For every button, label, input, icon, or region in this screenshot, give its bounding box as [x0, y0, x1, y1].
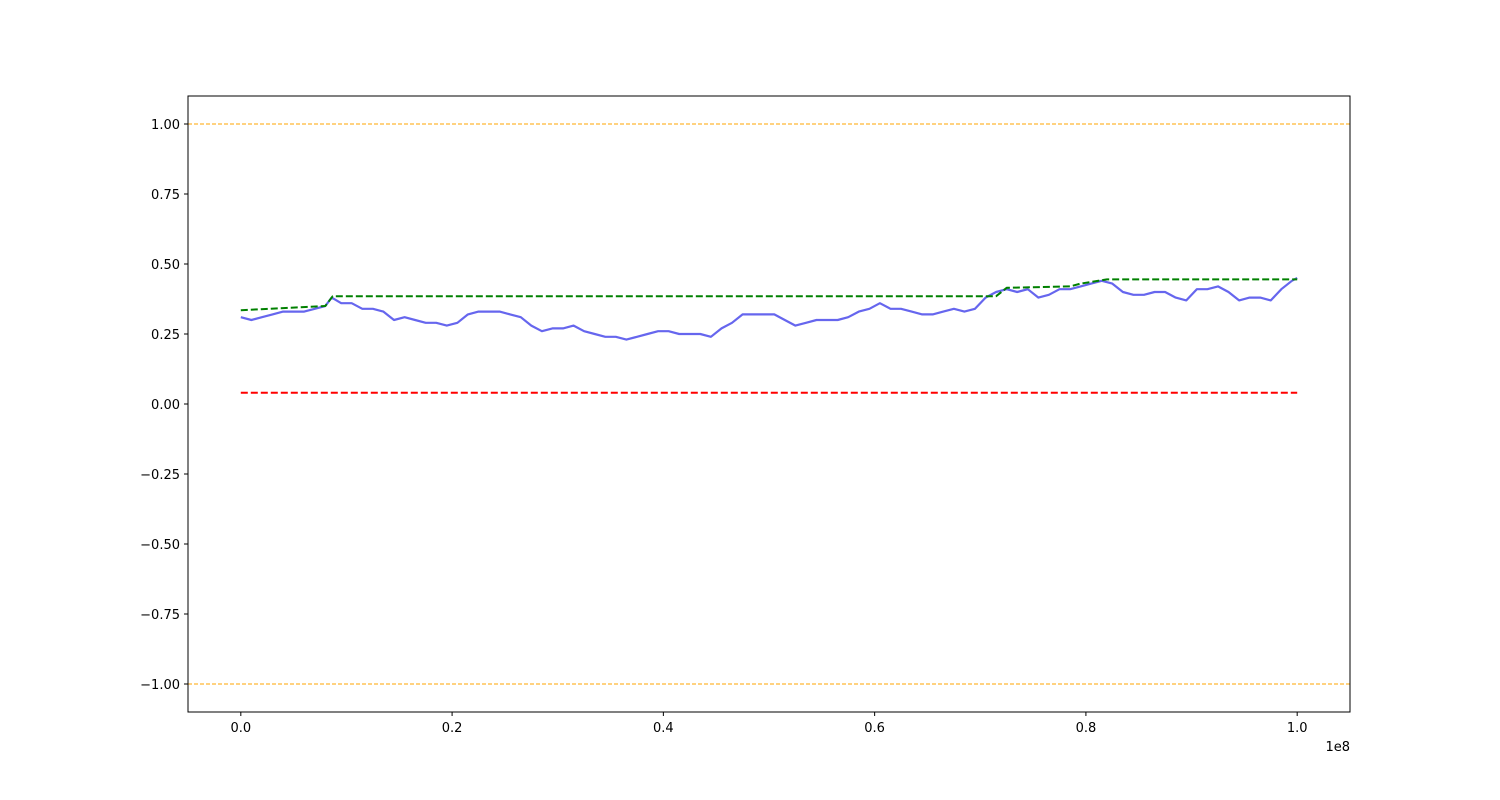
x-tick-label: 1.0 — [1287, 721, 1308, 736]
x-tick-label: 0.8 — [1076, 721, 1097, 736]
plot-area — [188, 123, 1350, 685]
x-offset-label: 1e8 — [1325, 740, 1350, 755]
x-tick-label: 0.4 — [653, 721, 674, 736]
y-tick-label: 0.25 — [151, 328, 180, 343]
y-tick-label: 0.00 — [151, 398, 180, 413]
y-tick-label: −1.00 — [140, 678, 180, 693]
y-tick-label: 1.00 — [151, 118, 180, 133]
x-tick-label: 0.2 — [442, 721, 463, 736]
y-tick-label: 0.75 — [151, 188, 180, 203]
main-series-line — [240, 277, 1298, 341]
x-axis: 0.0 0.2 0.4 0.6 0.8 1.0 — [230, 712, 1308, 736]
y-tick-label: 0.50 — [151, 258, 180, 273]
x-tick-label: 0.0 — [230, 721, 251, 736]
x-tick-label: 0.6 — [864, 721, 885, 736]
y-tick-label: −0.50 — [140, 538, 180, 553]
y-tick-label: −0.25 — [140, 468, 180, 483]
y-tick-label: −0.75 — [140, 608, 180, 623]
running-max-line — [240, 278, 1298, 312]
y-axis: 1.00 0.75 0.50 0.25 0.00 −0.25 −0.50 −0.75 −1.00 — [140, 118, 188, 693]
